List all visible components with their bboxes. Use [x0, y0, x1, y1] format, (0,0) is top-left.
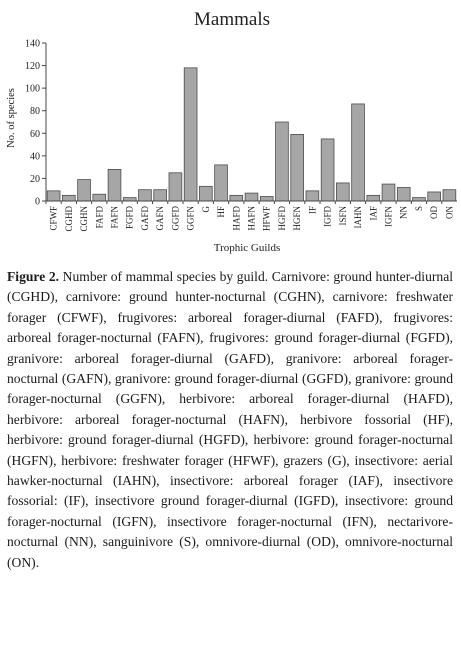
bar-gafd: [138, 189, 152, 202]
bar-hafn: [244, 192, 259, 202]
bar-od: [427, 191, 441, 202]
y-tick-label: 120: [25, 61, 40, 72]
bar-on: [442, 189, 457, 202]
y-axis-label: No. of species: [6, 88, 17, 148]
x-tick-label: IGFD: [323, 206, 333, 228]
x-tick-label: HFWF: [262, 206, 272, 231]
x-tick-label: CFWF: [49, 206, 59, 231]
x-axis-label: Trophic Guilds: [214, 242, 281, 254]
chart-title: Mammals: [194, 9, 270, 30]
x-tick-label: GGFD: [170, 206, 180, 231]
bar-igfd: [320, 138, 335, 202]
x-tick-label: IAHN: [353, 206, 363, 229]
bar-fafn: [107, 168, 122, 202]
bar-iaf: [366, 194, 381, 202]
bar-igfn: [381, 183, 396, 202]
y-tick-label: 100: [25, 84, 40, 95]
bar-isfn: [336, 182, 350, 202]
bar-cfwf: [46, 190, 61, 202]
y-tick-label: 140: [25, 39, 40, 50]
bar-hf: [214, 164, 228, 202]
bar-fgfd: [122, 197, 137, 202]
bar-ggfn: [183, 67, 198, 202]
bar-hgfn: [290, 134, 304, 202]
bar-s: [412, 197, 426, 202]
caption-text: Number of mammal species by guild. Carni…: [7, 269, 454, 570]
bar-hgfd: [275, 121, 289, 202]
x-tick-label: HGFD: [277, 206, 287, 231]
x-tick-label: GAFD: [140, 206, 150, 231]
x-tick-label: FAFN: [110, 206, 120, 229]
x-tick-label: S: [414, 206, 424, 211]
x-tick-label: HF: [216, 206, 226, 218]
y-tick-label: 20: [30, 174, 40, 185]
x-tick-label: IGFN: [384, 206, 394, 228]
bar-g: [199, 185, 213, 202]
bar-gafn: [153, 189, 167, 202]
x-tick-label: ON: [444, 206, 454, 219]
bar-hfwf: [259, 196, 274, 202]
x-tick-label: HAFD: [231, 206, 241, 231]
y-tick-label: 0: [35, 197, 40, 208]
x-tick-label: FGFD: [125, 206, 135, 230]
x-tick-label: CGHD: [64, 206, 74, 232]
x-tick-label: IAF: [368, 206, 378, 221]
x-tick-label: NN: [399, 206, 409, 219]
x-tick-label: ISFN: [338, 206, 348, 226]
bar-fafd: [92, 193, 107, 202]
x-tick-label: G: [201, 206, 211, 213]
bar-chart: Mammals No. of species 0 20 40 60 80 100 120 14…: [6, 9, 457, 254]
bar-ggfd: [168, 172, 183, 202]
x-tick-label: FAFD: [94, 206, 104, 229]
x-tick-label: GAFN: [155, 206, 165, 231]
y-tick-label: 40: [30, 151, 40, 162]
y-tick-label: 60: [30, 129, 40, 140]
figure-caption: Figure 2. Number of mammal species by gu…: [7, 267, 453, 573]
x-tick-label: HGFN: [292, 206, 302, 231]
bars: [46, 67, 457, 202]
bar-hafd: [229, 194, 244, 202]
x-tick-label: IF: [307, 206, 317, 214]
bar-nn: [396, 187, 411, 202]
caption-label: Figure 2.: [7, 269, 60, 284]
x-tick-label: OD: [429, 206, 439, 219]
y-tick-label: 80: [30, 106, 40, 117]
x-tick-label: CGHN: [79, 206, 89, 232]
bar-cghd: [62, 194, 76, 202]
x-tick-label: GGFN: [186, 206, 196, 231]
bar-if: [305, 190, 320, 202]
x-axis-tick-labels: CFWF CGHD CGHN FAFD FAFN FGFD GAFD GAFN GGFD GGFN…: [45, 201, 454, 232]
bar-iahn: [351, 103, 365, 202]
x-tick-label: HAFN: [247, 206, 257, 231]
y-axis-ticks: 0 20 40 60 80 100 120 140: [25, 39, 46, 208]
bar-cghn: [77, 179, 91, 202]
